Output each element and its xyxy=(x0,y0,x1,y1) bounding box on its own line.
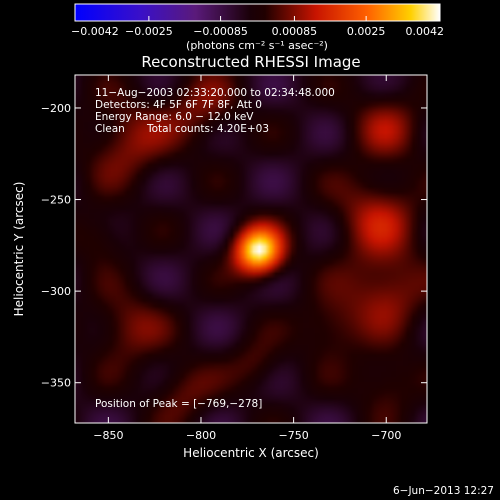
energy-range-text: Energy Range: 6.0 − 12.0 keV xyxy=(95,111,254,123)
colorbar-tick-label: −0.0042 xyxy=(71,25,119,38)
detectors-text: Detectors: 4F 5F 6F 7F 8F, Att 0 xyxy=(95,99,262,111)
colorbar-tick-label: −0.00085 xyxy=(193,25,248,38)
y-tick-label: −350 xyxy=(41,377,71,390)
chart-title: Reconstructed RHESSI Image xyxy=(141,53,360,71)
x-tick-label: −700 xyxy=(371,429,401,442)
x-axis-label: Heliocentric X (arcsec) xyxy=(183,446,319,460)
clean-text: Clean xyxy=(95,123,125,135)
colorbar-tick-label: 0.00085 xyxy=(272,25,318,38)
x-tick-label: −800 xyxy=(186,429,216,442)
colorbar-unit-label: (photons cm⁻² s⁻¹ asec⁻²) xyxy=(186,39,328,52)
colorbar-ticks: −0.0042 −0.0025 −0.00085 0.00085 0.0025 0.004… xyxy=(71,16,444,38)
colorbar xyxy=(74,3,441,22)
footer-date: 6−Jun−2013 12:27 xyxy=(393,485,494,497)
y-tick-label: −300 xyxy=(41,285,71,298)
plot-frame xyxy=(74,74,428,424)
x-tick-label: −750 xyxy=(279,429,309,442)
y-tick-label: −200 xyxy=(41,102,71,115)
x-tick-label: −850 xyxy=(93,429,123,442)
total-counts-text: Total counts: 4.20E+03 xyxy=(146,123,269,135)
y-axis-label: Heliocentric Y (arcsec) xyxy=(12,182,26,317)
colorbar-tick-label: 0.0042 xyxy=(406,25,445,38)
colorbar-tick-label: −0.0025 xyxy=(125,25,173,38)
time-range-text: 11−Aug−2003 02:33:20.000 to 02:34:48.000 xyxy=(95,87,335,99)
heatmap-image xyxy=(75,75,427,423)
peak-position-text: Position of Peak = [−769,−278] xyxy=(95,398,262,410)
y-tick-label: −250 xyxy=(41,194,71,207)
colorbar-tick-label: 0.0025 xyxy=(347,25,386,38)
axis-ticks: −850 −800 −750 −700 −200 −250 −300 −350 xyxy=(41,75,427,442)
